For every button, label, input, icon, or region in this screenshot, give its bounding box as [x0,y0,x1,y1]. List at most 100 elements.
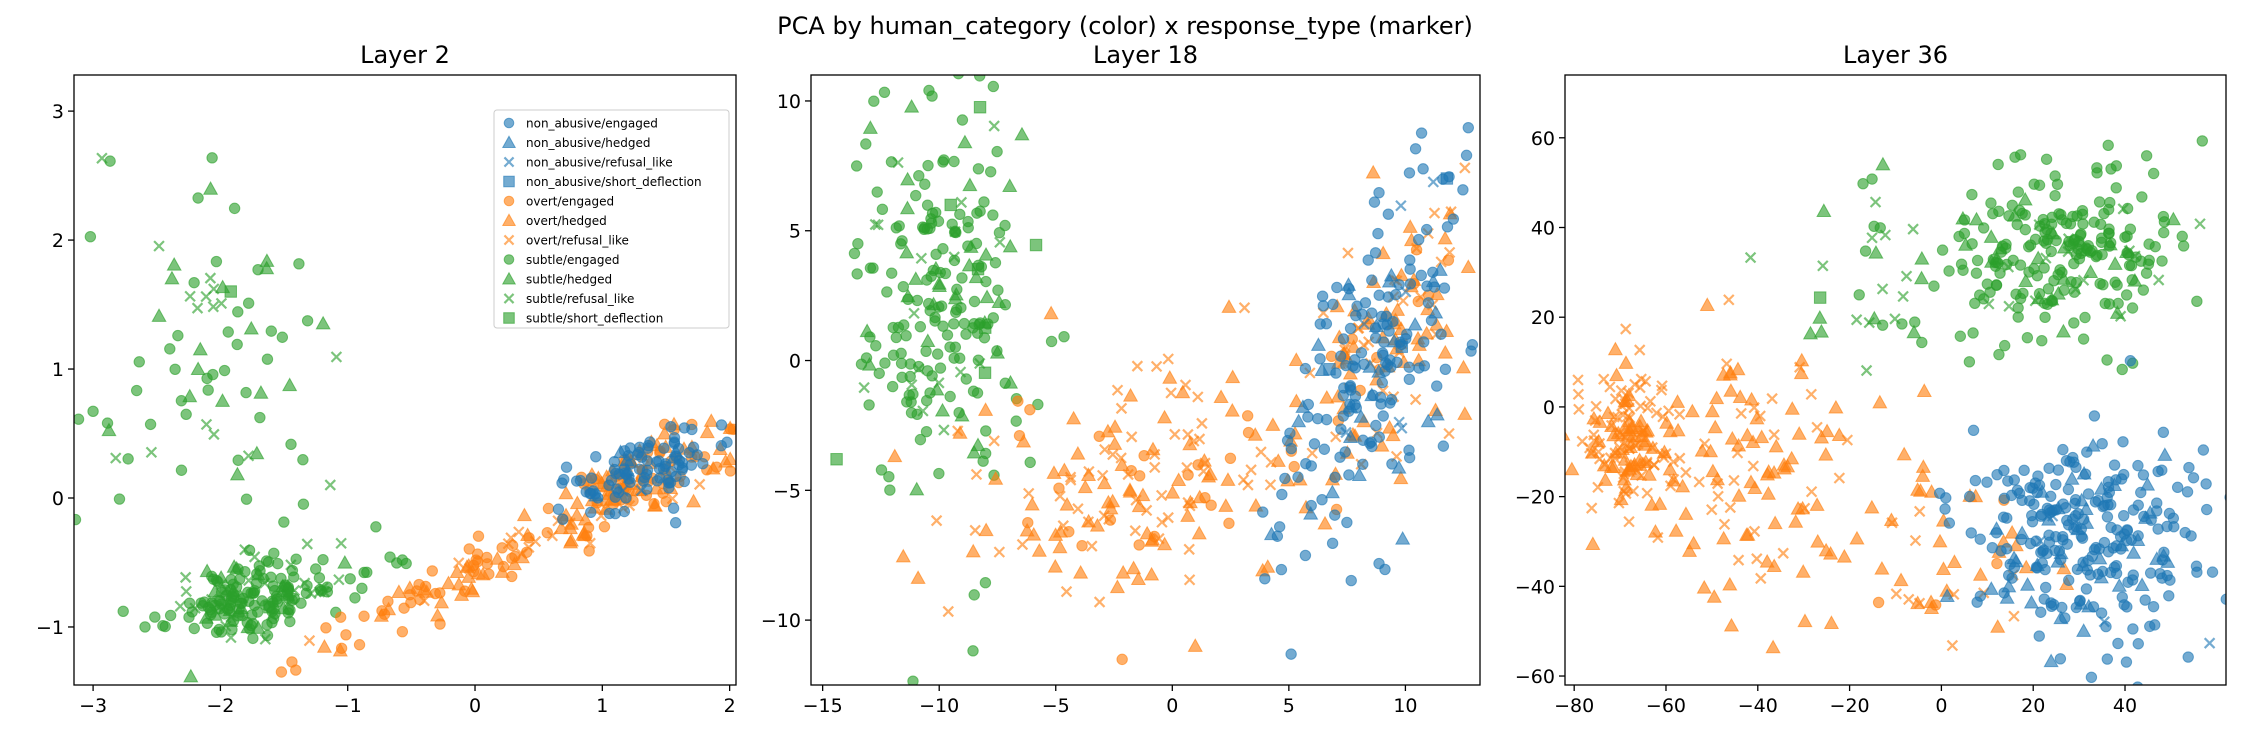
data-point-subtle-circle [2093,196,2106,208]
scatter-points [1565,135,2226,685]
data-point-overt-x [1443,427,1455,440]
data-point-subtle-triangle [214,393,231,407]
data-point-subtle-triangle [2127,272,2143,287]
data-point-non_abusive-circle [1284,427,1296,439]
data-point-subtle-circle [207,368,219,381]
data-point-overt-triangle [895,548,911,563]
data-point-non_abusive-circle [2082,488,2095,500]
data-point-subtle-circle [2157,210,2170,223]
data-point-overt-triangle [1709,390,1725,405]
data-point-non_abusive-circle [2157,426,2170,439]
data-point-subtle-triangle [1914,250,1930,265]
data-point-overt-x [1125,431,1138,443]
data-point-non_abusive-circle [1381,359,1394,371]
data-point-subtle-circle [851,268,863,280]
data-point-overt-triangle [1893,572,1909,587]
data-point-subtle-triangle [166,256,182,271]
data-point-overt-x [1165,387,1177,399]
data-point-overt-triangle [1678,506,1694,520]
data-point-overt-circle [434,587,446,599]
data-point-subtle-circle [887,321,899,334]
data-point-overt-triangle [1723,383,1739,397]
data-point-subtle-triangle [253,384,269,399]
data-point-subtle-circle [2077,333,2090,345]
data-point-overt-x [1192,391,1204,403]
data-point-overt-x [1798,502,1811,515]
data-point-subtle-circle [1032,398,1044,411]
data-point-non_abusive-circle [654,472,666,484]
data-point-subtle-circle [241,616,253,629]
data-point-overt-triangle [1716,530,1732,545]
data-point-subtle-circle [268,547,280,559]
data-point-subtle-circle [2123,259,2136,272]
data-point-overt-triangle [1932,533,1948,548]
data-point-non_abusive-circle [1329,509,1341,521]
data-point-overt-x [1890,588,1903,600]
data-point-subtle-circle [2067,210,2079,223]
data-point-subtle-circle [164,343,176,355]
data-point-subtle-x [872,219,884,231]
legend-label: subtle/short_deflection [526,312,663,326]
data-point-subtle-triangle [1875,156,1891,171]
data-point-non_abusive-circle [2110,474,2122,486]
data-point-overt-triangle [1831,427,1847,441]
data-point-overt-triangle [1046,465,1062,479]
data-point-non_abusive-circle [1438,282,1451,294]
data-point-non_abusive-circle [1366,274,1378,286]
data-point-subtle-triangle [908,271,924,285]
data-point-non_abusive-circle [1369,247,1382,259]
data-point-non_abusive-circle [2077,556,2089,569]
y-tick-label: 20 [1531,307,1555,329]
data-point-subtle-circle [139,621,151,633]
y-tick-label: 1 [52,359,64,381]
data-point-non_abusive-circle [1349,362,1362,374]
data-point-subtle-circle [855,358,868,370]
data-point-subtle-circle [2104,237,2117,249]
data-point-overt-triangle [2004,524,2020,539]
data-point-subtle-triangle [934,402,951,417]
data-point-overt-triangle [1288,393,1305,408]
data-point-subtle-triangle [2165,211,2181,226]
legend-label: non_abusive/hedged [526,136,650,150]
data-point-non_abusive-circle [1366,307,1378,319]
data-point-subtle-circle [941,329,954,341]
data-point-subtle-x [1850,314,1863,326]
data-point-overt-triangle [887,448,903,463]
data-point-subtle-triangle [1002,178,1018,192]
data-point-non_abusive-x [1427,176,1440,188]
data-point-subtle-x [207,301,220,313]
x-tick-label: 10 [1393,695,1417,717]
data-point-subtle-circle [987,209,999,221]
data-point-non_abusive-circle [1279,472,1291,485]
data-point-overt-triangle [1784,450,1800,465]
data-point-overt-x [1115,452,1127,464]
data-point-overt-triangle [1946,554,1963,568]
data-point-overt-triangle [1385,427,1401,442]
data-point-non_abusive-circle [1368,196,1381,208]
data-point-subtle-triangle [315,315,331,330]
data-point-overt-triangle [332,642,348,657]
data-point-overt-triangle [494,564,510,578]
data-point-non_abusive-circle [2076,532,2089,544]
data-point-overt-triangle [1096,475,1113,490]
data-point-overt-triangle [1043,305,1059,320]
data-point-subtle-x [153,240,165,252]
data-point-overt-circle [334,611,347,623]
y-tick-label: 3 [52,101,64,123]
data-point-subtle-circle [210,255,223,268]
data-point-subtle-triangle [1868,244,1884,259]
data-point-non_abusive-triangle [1291,413,1307,428]
data-point-subtle-circle [860,138,872,150]
data-point-overt-x [1065,474,1077,486]
data-point-subtle-x [208,428,220,441]
data-point-subtle-circle [991,145,1003,158]
data-point-overt-triangle [1052,539,1068,554]
data-point-subtle-circle [921,199,934,211]
data-point-non_abusive-triangle [2014,525,2030,540]
data-point-overt-circle [340,629,352,641]
legend-marker-non_abusive-square [503,175,515,188]
data-point-overt-triangle [1659,415,1675,429]
data-point-non_abusive-triangle [2019,576,2036,591]
data-point-non_abusive-circle [715,419,728,431]
